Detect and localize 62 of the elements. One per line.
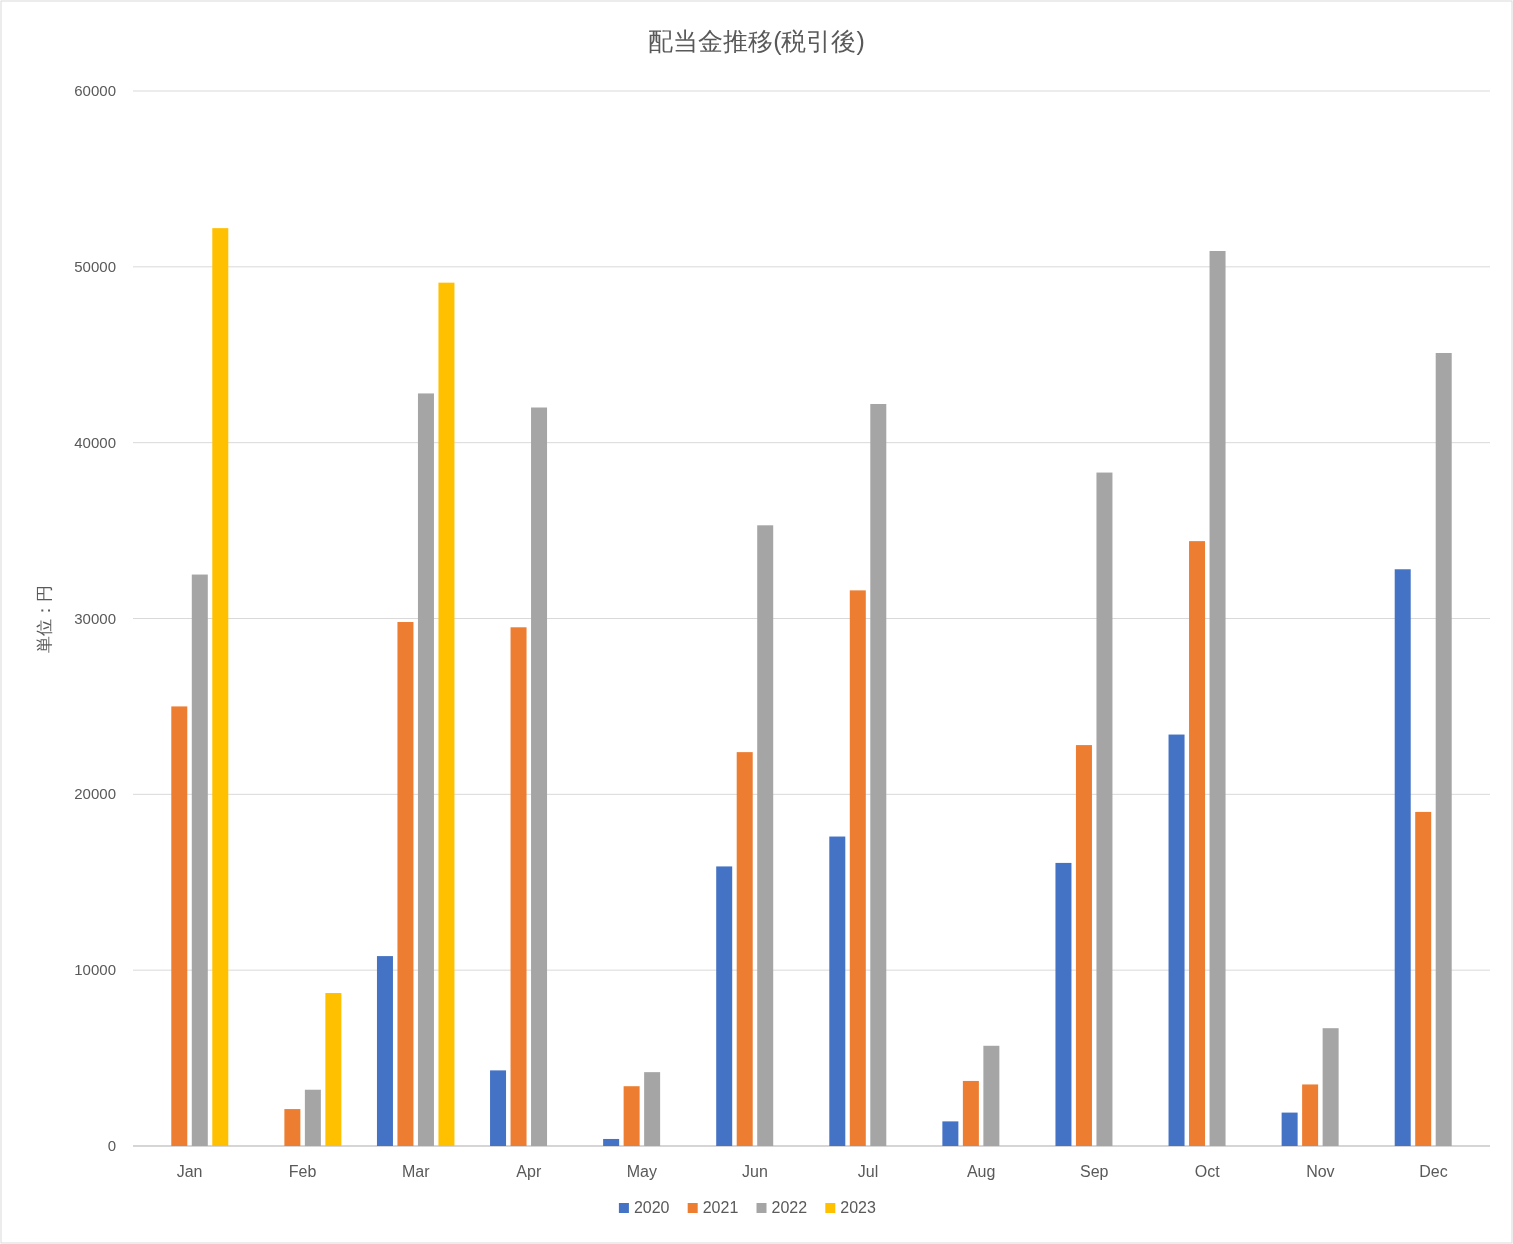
bar bbox=[1096, 472, 1113, 1146]
chart-title: 配当金推移(税引後) bbox=[648, 27, 865, 55]
bar bbox=[1075, 745, 1092, 1146]
x-tick-label: Apr bbox=[516, 1163, 542, 1180]
bar bbox=[1322, 1028, 1339, 1146]
bar bbox=[191, 574, 208, 1146]
bar bbox=[304, 1089, 321, 1146]
bar bbox=[510, 627, 527, 1146]
x-tick-label: Jul bbox=[857, 1163, 879, 1180]
bar bbox=[531, 407, 548, 1146]
y-tick-label: 50000 bbox=[74, 257, 116, 275]
x-tick-label: Nov bbox=[1306, 1163, 1335, 1180]
bar bbox=[325, 993, 342, 1146]
bar bbox=[736, 752, 753, 1146]
bar bbox=[942, 1121, 959, 1146]
y-tick-label: 20000 bbox=[74, 785, 116, 803]
y-tick-label: 30000 bbox=[74, 609, 116, 627]
legend-label: 2022 bbox=[771, 1199, 808, 1216]
x-tick-label: Aug bbox=[966, 1163, 996, 1180]
bar bbox=[212, 228, 229, 1146]
legend-label: 2021 bbox=[702, 1199, 739, 1216]
bar bbox=[1415, 811, 1432, 1146]
bar bbox=[1168, 734, 1185, 1146]
bar bbox=[983, 1045, 1000, 1146]
bar bbox=[1435, 352, 1452, 1146]
x-tick-label: May bbox=[626, 1163, 657, 1180]
bar bbox=[849, 590, 866, 1146]
y-tick-label: 40000 bbox=[74, 433, 116, 451]
legend-label: 2020 bbox=[633, 1199, 670, 1216]
y-tick-label: 0 bbox=[107, 1137, 116, 1154]
y-tick-label: 60000 bbox=[74, 82, 116, 99]
legend-label: 2023 bbox=[840, 1199, 876, 1216]
bar bbox=[829, 836, 846, 1146]
bar bbox=[1281, 1112, 1298, 1146]
x-tick-label: Jan bbox=[176, 1163, 203, 1180]
x-tick-label: Sep bbox=[1079, 1163, 1109, 1180]
bar bbox=[716, 866, 733, 1146]
bar bbox=[1055, 862, 1072, 1146]
bar bbox=[1394, 569, 1411, 1146]
bar bbox=[438, 282, 455, 1146]
x-tick-label: Jun bbox=[742, 1163, 768, 1180]
bar bbox=[490, 1070, 507, 1146]
bar bbox=[284, 1109, 301, 1146]
bar bbox=[376, 956, 393, 1146]
x-tick-label: Dec bbox=[1419, 1163, 1448, 1180]
bar bbox=[623, 1086, 640, 1146]
bar bbox=[757, 525, 774, 1146]
y-axis-title: 単位：円 bbox=[35, 584, 54, 653]
bar bbox=[870, 403, 887, 1146]
y-tick-label: 10000 bbox=[74, 961, 116, 979]
bar bbox=[397, 622, 414, 1146]
bar bbox=[962, 1080, 979, 1146]
bar bbox=[644, 1072, 661, 1146]
bar bbox=[1302, 1084, 1319, 1146]
bar bbox=[171, 706, 188, 1146]
x-tick-label: Oct bbox=[1194, 1163, 1221, 1180]
bar bbox=[1189, 541, 1206, 1146]
bar bbox=[603, 1138, 620, 1146]
x-tick-label: Feb bbox=[288, 1163, 317, 1180]
x-tick-label: Mar bbox=[401, 1163, 431, 1180]
bar bbox=[417, 393, 434, 1146]
bar bbox=[1209, 251, 1226, 1146]
